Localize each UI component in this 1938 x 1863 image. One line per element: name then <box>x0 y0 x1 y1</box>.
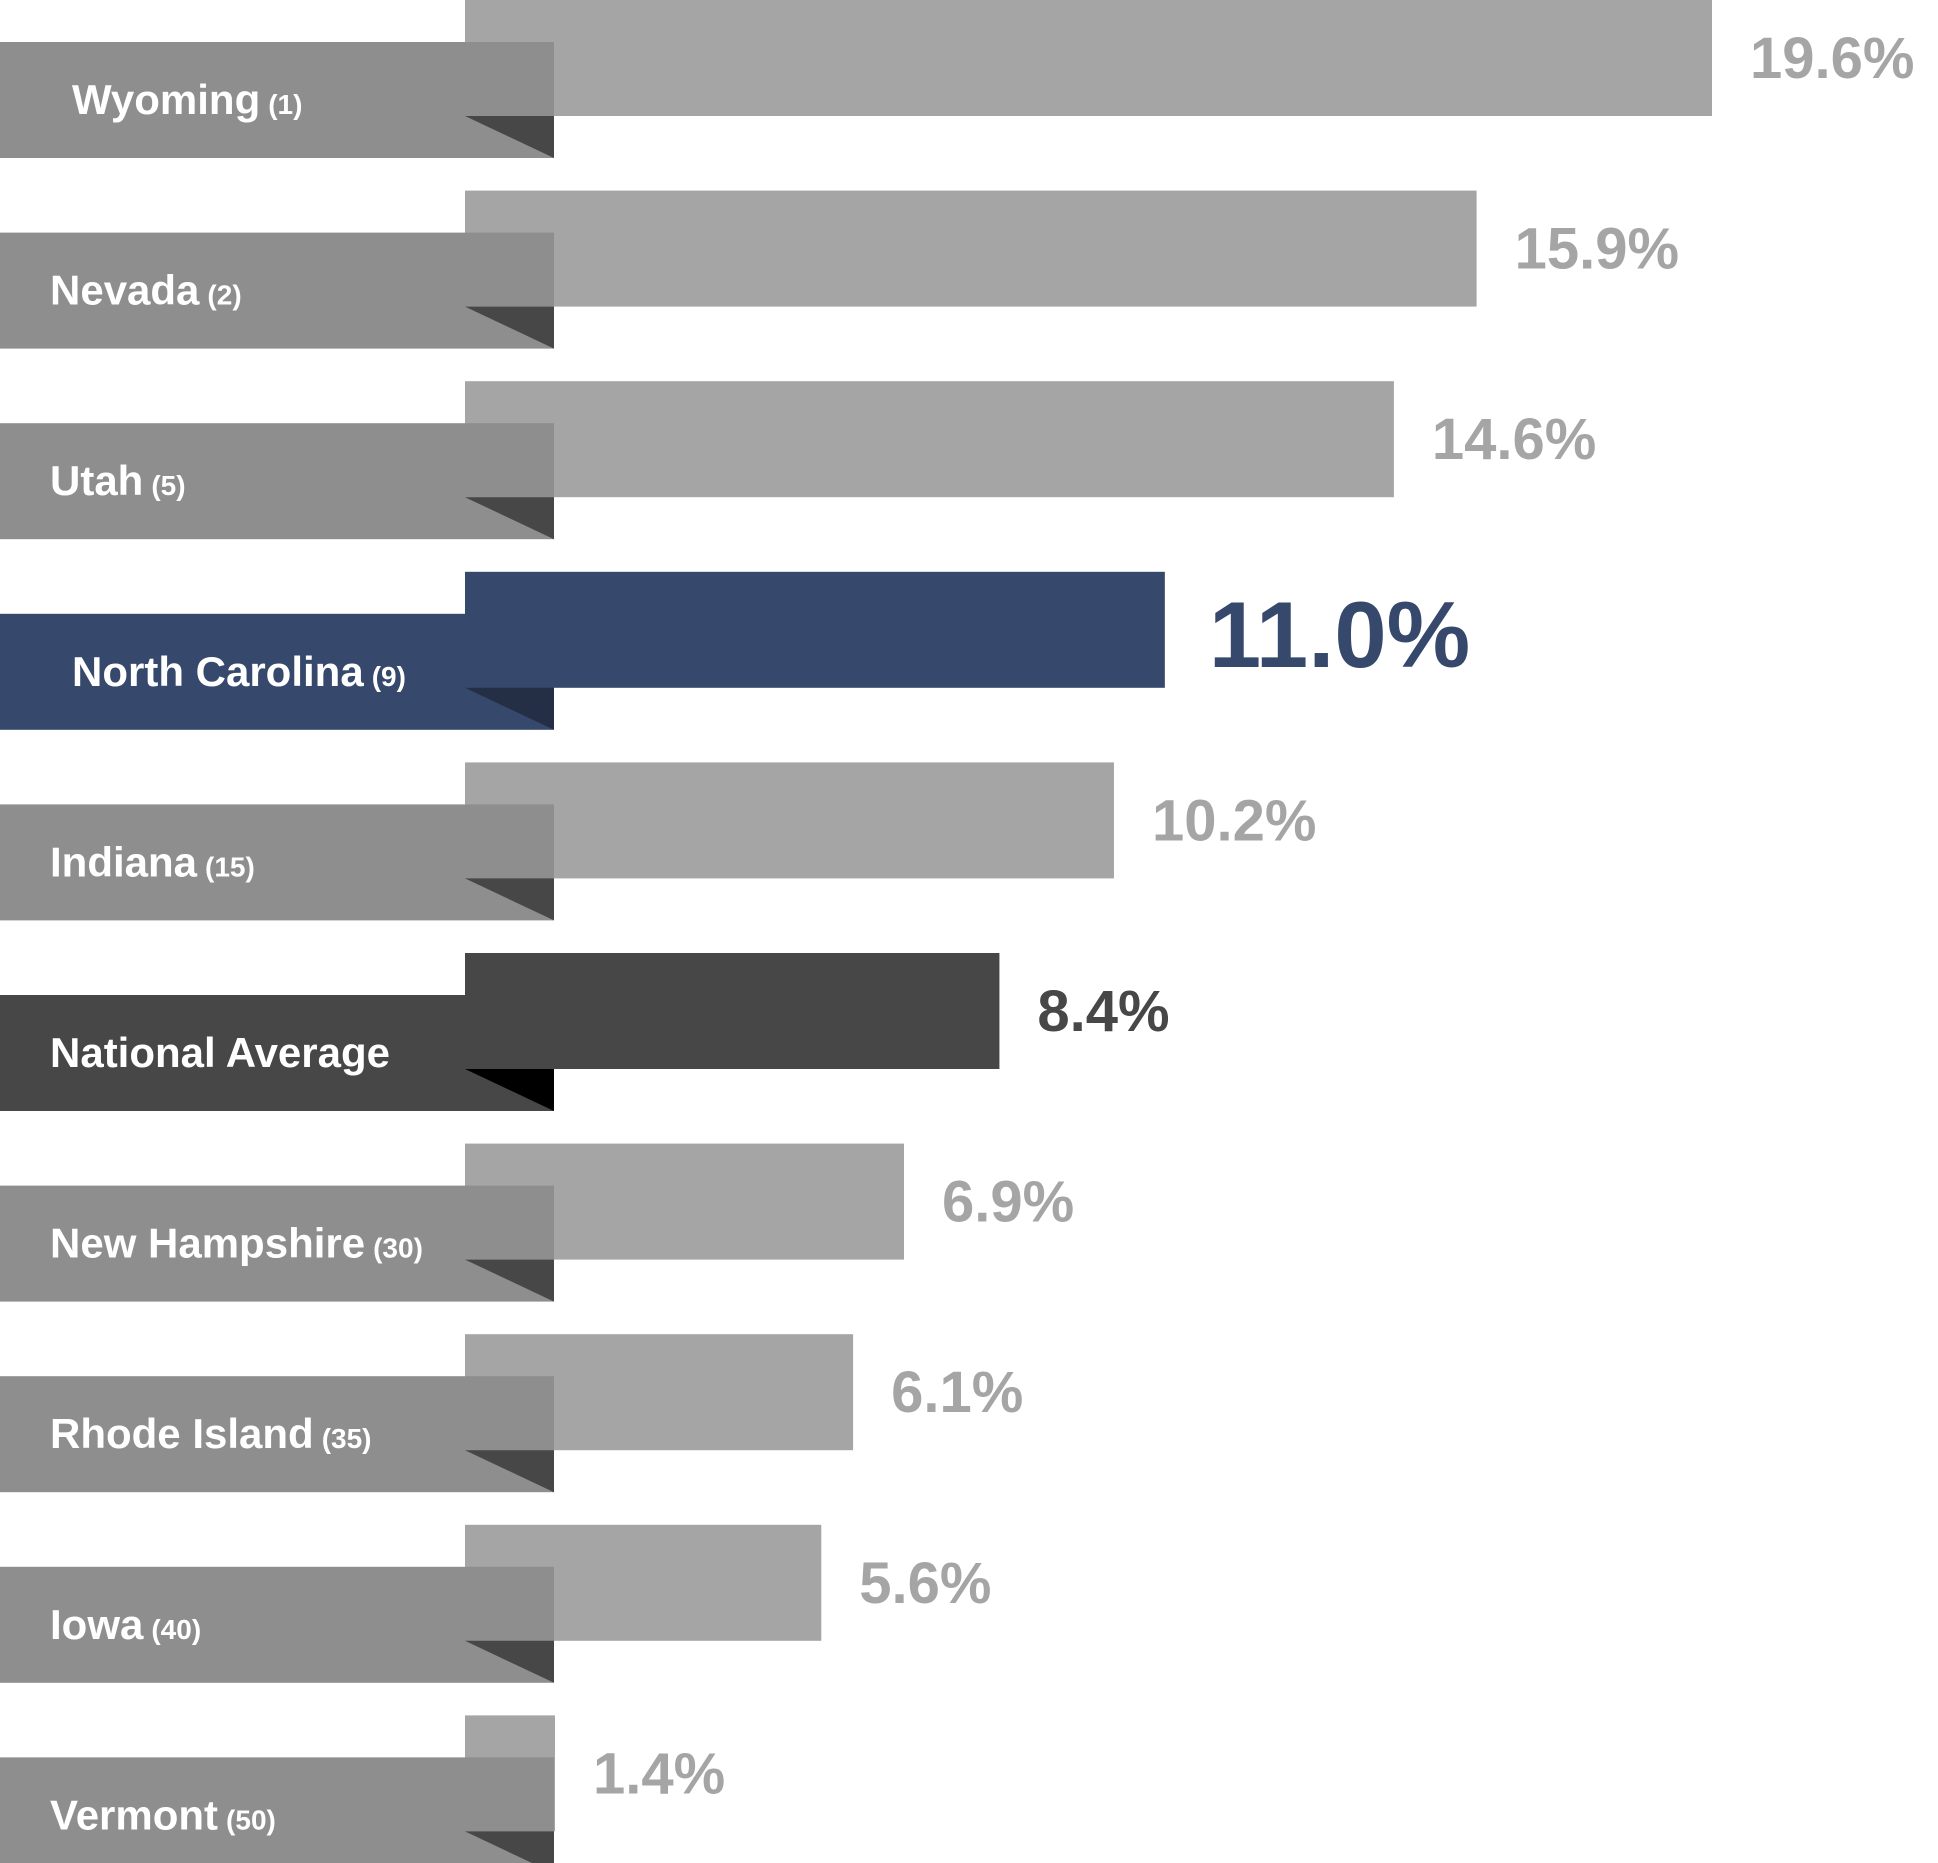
fold-new-hampshire <box>465 1259 554 1302</box>
category-rank: (1) <box>268 89 302 120</box>
category-name: Utah <box>50 457 143 504</box>
bar-row-utah: Utah (5) 14.6% <box>0 381 1596 540</box>
bar-row-iowa: Iowa (40) 5.6% <box>0 1524 991 1683</box>
fold-vermont <box>465 1831 554 1863</box>
value-label-vermont: 1.4% <box>593 1741 725 1806</box>
value-label-new-hampshire: 6.9% <box>942 1170 1074 1235</box>
value-label-national-average: 8.4% <box>1037 979 1169 1044</box>
category-label-north-carolina: North Carolina (9) <box>72 648 406 695</box>
fold-utah <box>465 497 554 540</box>
category-name: North Carolina <box>72 648 364 695</box>
value-label-indiana: 10.2% <box>1152 788 1316 853</box>
bar-row-rhode-island: Rhode Island (35) 6.1% <box>0 1334 1023 1493</box>
category-label-rhode-island: Rhode Island (35) <box>50 1410 372 1457</box>
category-label-indiana: Indiana (15) <box>50 838 255 885</box>
category-rank: (2) <box>207 280 241 311</box>
bar-national-average <box>465 953 1000 1069</box>
category-name: Indiana <box>50 838 198 885</box>
category-rank: (35) <box>322 1423 372 1454</box>
fold-national-average <box>465 1069 554 1111</box>
bar-row-wyoming: Wyoming (1) 19.6% <box>0 0 1914 158</box>
bar-row-vermont: Vermont (50) 1.4% <box>0 1715 725 1863</box>
category-name: Vermont <box>50 1791 218 1838</box>
bar-row-north-carolina: North Carolina (9) 11.0% <box>0 571 1470 730</box>
value-label-wyoming: 19.6% <box>1750 26 1914 91</box>
label-ribbon-nevada <box>0 232 554 349</box>
category-rank: (9) <box>372 661 406 692</box>
fold-indiana <box>465 878 554 921</box>
category-name: New Hampshire <box>50 1220 365 1267</box>
bar-row-national-average: National Average 8.4% <box>0 953 1170 1111</box>
category-label-vermont: Vermont (50) <box>50 1791 276 1838</box>
fold-rhode-island <box>465 1450 554 1493</box>
category-name: Wyoming <box>72 76 260 123</box>
category-name: National Average <box>50 1029 390 1076</box>
label-ribbon-north-carolina <box>0 613 554 730</box>
value-label-iowa: 5.6% <box>859 1551 991 1616</box>
value-label-nevada: 15.9% <box>1515 217 1679 282</box>
category-name: Iowa <box>50 1601 144 1648</box>
fold-iowa <box>465 1640 554 1683</box>
label-ribbon-rhode-island <box>0 1376 554 1493</box>
label-ribbon-national-average <box>0 995 554 1111</box>
bar-row-indiana: Indiana (15) 10.2% <box>0 762 1316 921</box>
bar-row-nevada: Nevada (2) 15.9% <box>0 190 1679 349</box>
category-label-utah: Utah (5) <box>50 457 186 504</box>
value-label-utah: 14.6% <box>1432 407 1596 472</box>
bar-north-carolina <box>465 571 1165 688</box>
fold-wyoming <box>465 116 554 158</box>
fold-north-carolina <box>465 687 554 730</box>
bar-wyoming <box>465 0 1712 116</box>
category-rank: (50) <box>226 1804 276 1835</box>
value-label-rhode-island: 6.1% <box>891 1360 1023 1425</box>
category-name: Nevada <box>50 267 200 314</box>
category-rank: (5) <box>151 470 185 501</box>
category-rank: (15) <box>205 851 255 882</box>
bar-nevada <box>465 190 1477 307</box>
label-ribbon-wyoming <box>0 42 554 158</box>
category-name: Rhode Island <box>50 1410 314 1457</box>
category-label-national-average: National Average <box>50 1029 390 1076</box>
label-ribbon-vermont <box>0 1757 554 1863</box>
category-label-new-hampshire: New Hampshire (30) <box>50 1220 423 1267</box>
category-label-nevada: Nevada (2) <box>50 267 242 314</box>
bar-indiana <box>465 762 1114 879</box>
label-ribbon-indiana <box>0 804 554 921</box>
category-label-iowa: Iowa (40) <box>50 1601 201 1648</box>
category-rank: (40) <box>151 1614 201 1645</box>
label-ribbon-new-hampshire <box>0 1185 554 1302</box>
label-ribbon-iowa <box>0 1566 554 1683</box>
value-label-north-carolina: 11.0% <box>1209 582 1470 687</box>
label-ribbon-utah <box>0 423 554 540</box>
category-rank: (30) <box>373 1233 423 1264</box>
bar-row-new-hampshire: New Hampshire (30) 6.9% <box>0 1143 1074 1302</box>
category-label-wyoming: Wyoming (1) <box>72 76 302 123</box>
bar-utah <box>465 381 1394 498</box>
fold-nevada <box>465 306 554 349</box>
